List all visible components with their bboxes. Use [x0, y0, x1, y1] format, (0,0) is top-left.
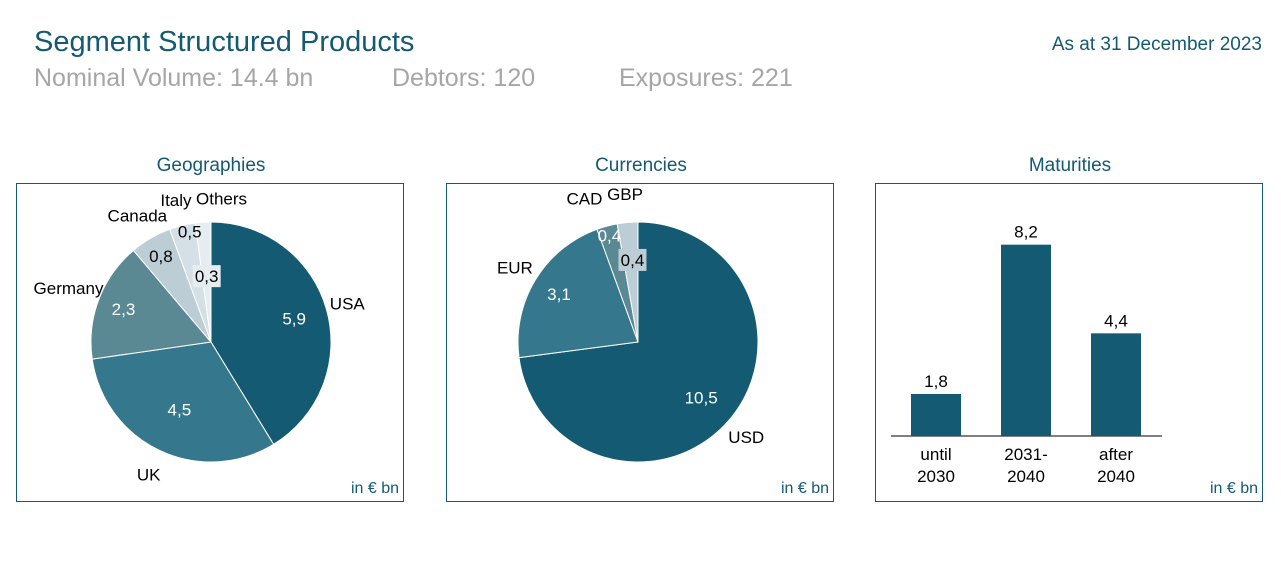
- pie-slice-germany: [90, 249, 212, 360]
- currencies-pie-chart: 10,5 USD 3,1 EUR 0,4 CAD 0,4 GBP: [497, 185, 764, 463]
- tick-label-after-2040-1: 2040: [1097, 467, 1135, 486]
- slice-value-usa: 5,9: [282, 310, 306, 329]
- tick-label-until-2030-0: until: [920, 445, 951, 464]
- geographies-panel: 5,9 USA 4,5 UK 2,3 Germany 0,8 Canada 0,5 Italy 0,…: [16, 183, 404, 502]
- slice-label-usd: USD: [728, 428, 764, 447]
- slice-label-cad: CAD: [567, 189, 603, 208]
- slice-label-eur: EUR: [497, 258, 533, 277]
- pie-slice-uk: [91, 341, 275, 463]
- slice-value-bg-others: [192, 265, 221, 288]
- bar-after-2040: [1091, 333, 1141, 436]
- geographies-title: Geographies: [156, 155, 266, 176]
- tick-label-2031-2040-1: 2040: [1007, 467, 1045, 486]
- slice-label-others: Others: [196, 189, 247, 208]
- slice-value-italy: 0,5: [178, 222, 202, 241]
- bar-2031-2040: [1001, 244, 1051, 436]
- geographies-pie-chart: 5,9 USA 4,5 UK 2,3 Germany 0,8 Canada 0,5 Italy 0,…: [34, 189, 366, 484]
- tick-label-2031-2040-0: 2031-: [1004, 445, 1047, 464]
- slice-label-italy: Italy: [160, 191, 192, 210]
- maturities-bar-chart: 1,8 until 2030 8,2 2031- 2040 4,4 after 2040: [891, 223, 1162, 486]
- maturities-panel: 1,8 until 2030 8,2 2031- 2040 4,4 after 2040 in …: [875, 183, 1263, 502]
- pie-slice-usa: [210, 221, 332, 446]
- slice-label-usa: USA: [330, 295, 366, 314]
- slice-label-canada: Canada: [108, 206, 168, 225]
- slice-value-bg-gbp: [618, 248, 647, 271]
- bar-value-after-2040: 4,4: [1104, 311, 1128, 330]
- currencies-unit: in € bn: [780, 480, 829, 497]
- bar-value-2031-2040: 8,2: [1014, 223, 1038, 242]
- nominal-volume-kpi: Nominal Volume: 14.4 bn: [34, 64, 314, 92]
- slice-value-others: 0,3: [195, 267, 219, 286]
- maturities-unit: in € bn: [1209, 480, 1258, 497]
- slice-value-eur: 3,1: [547, 285, 571, 304]
- page-title: Segment Structured Products: [34, 26, 415, 58]
- tick-label-after-2040-0: after: [1099, 445, 1133, 464]
- exposures-kpi: Exposures: 221: [619, 64, 793, 92]
- tick-label-until-2030-1: 2030: [917, 467, 955, 486]
- slice-value-cad: 0,4: [598, 226, 622, 245]
- currencies-panel: 10,5 USD 3,1 EUR 0,4 CAD 0,4 GBP in € bn: [446, 183, 834, 502]
- slice-value-germany: 2,3: [112, 300, 136, 319]
- bar-value-until-2030: 1,8: [924, 372, 948, 391]
- debtors-kpi: Debtors: 120: [392, 64, 536, 92]
- slice-value-gbp: 0,4: [621, 251, 645, 270]
- geographies-unit: in € bn: [350, 480, 399, 497]
- slice-label-gbp: GBP: [607, 185, 643, 204]
- slice-value-usd: 10,5: [685, 388, 718, 407]
- slice-label-uk: UK: [137, 465, 161, 484]
- report-date: As at 31 December 2023: [1051, 34, 1262, 55]
- currencies-title: Currencies: [595, 155, 687, 176]
- slice-label-germany: Germany: [34, 279, 104, 298]
- slice-value-uk: 4,5: [168, 400, 192, 419]
- bar-until-2030: [911, 394, 961, 436]
- maturities-title: Maturities: [1028, 155, 1112, 176]
- slice-value-canada: 0,8: [149, 247, 173, 266]
- pie-slice-eur: [517, 228, 639, 359]
